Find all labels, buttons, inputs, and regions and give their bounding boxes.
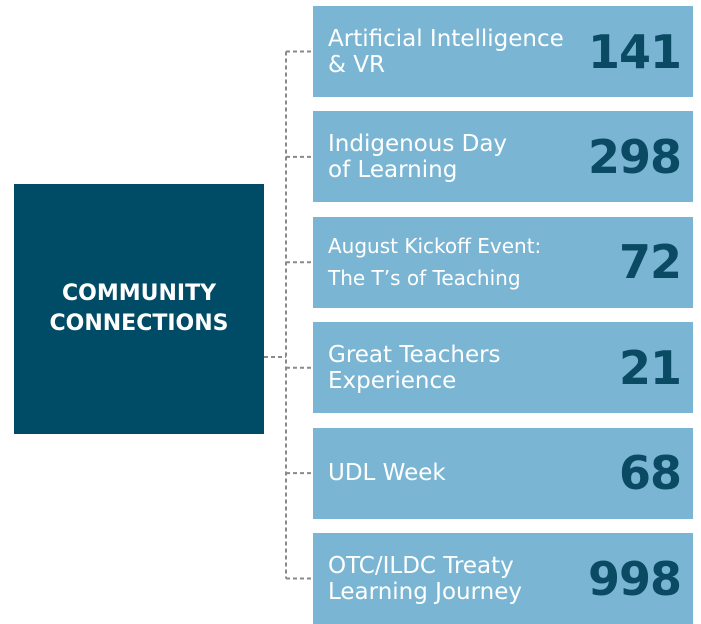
label-line: Great Teachers	[328, 341, 501, 368]
item-label: August Kickoff Event: The T’s of Teaching	[328, 217, 541, 308]
item-label: OTC/ILDC Treaty Learning Journey	[328, 533, 522, 624]
item-label: UDL Week	[328, 428, 446, 519]
item-box: August Kickoff Event: The T’s of Teaching…	[313, 216, 693, 308]
item-count: 298	[587, 129, 682, 184]
center-box: COMMUNITY CONNECTIONS	[14, 184, 264, 434]
label-line: OTC/ILDC Treaty	[328, 552, 514, 579]
item-label: Great Teachers Experience	[328, 322, 501, 413]
center-line: COMMUNITY	[61, 281, 217, 306]
item-count: 141	[587, 24, 682, 79]
label-line: Artificial Intelligence	[328, 25, 564, 52]
item-label: Indigenous Day of Learning	[328, 111, 507, 202]
label-line: of Learning	[328, 156, 458, 183]
label-line: & VR	[328, 51, 385, 78]
label-line: Experience	[328, 367, 457, 394]
item-count: 72	[618, 235, 682, 290]
item-box: Great Teachers Experience 21	[313, 322, 693, 414]
item-label: Artificial Intelligence & VR	[328, 6, 564, 97]
label-line: Learning Journey	[328, 578, 522, 605]
item-count: 998	[587, 551, 682, 606]
item-box: Indigenous Day of Learning 298	[313, 111, 693, 203]
center-line: CONNECTIONS	[49, 311, 229, 336]
item-count: 21	[618, 340, 682, 395]
item-box: Artificial Intelligence & VR 141	[313, 6, 693, 97]
item-box: OTC/ILDC Treaty Learning Journey 998	[313, 533, 693, 624]
item-box: UDL Week 68	[313, 427, 693, 519]
label-line: UDL Week	[328, 460, 446, 487]
label-line: August Kickoff Event:	[328, 234, 542, 259]
item-count: 68	[618, 446, 682, 501]
label-line: The T’s of Teaching	[328, 266, 521, 291]
label-line: Indigenous Day	[328, 130, 508, 157]
